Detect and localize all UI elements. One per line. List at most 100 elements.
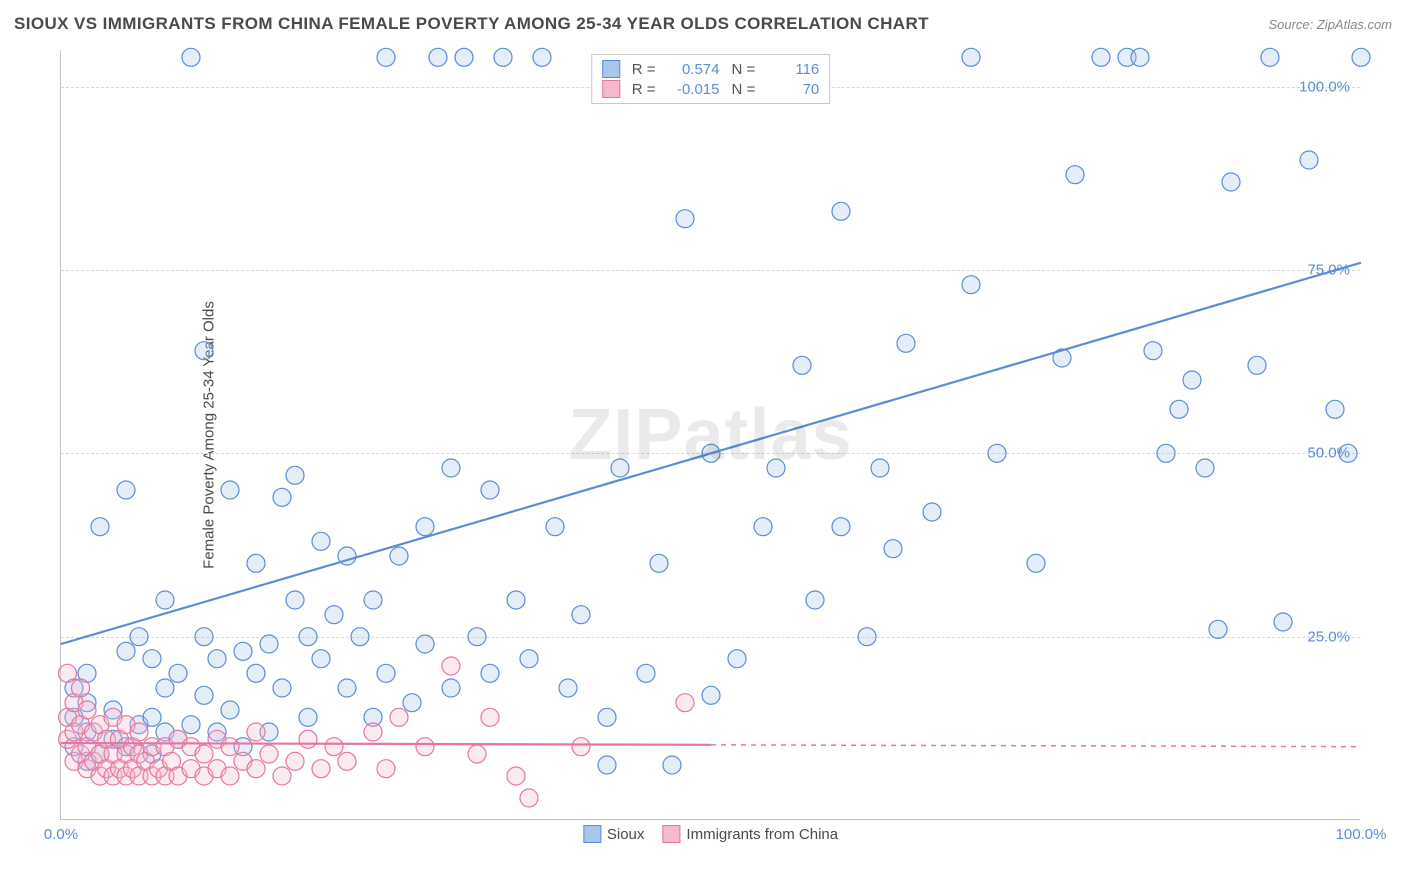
data-point (130, 628, 148, 646)
data-point (598, 756, 616, 774)
r-label: R = (632, 81, 656, 98)
data-point (195, 628, 213, 646)
data-point (117, 481, 135, 499)
data-point (91, 518, 109, 536)
data-point (897, 334, 915, 352)
r-label: R = (632, 61, 656, 78)
chart-title: SIOUX VS IMMIGRANTS FROM CHINA FEMALE PO… (14, 14, 929, 34)
data-point (1092, 48, 1110, 66)
data-point (481, 664, 499, 682)
data-point (416, 518, 434, 536)
correlation-legend: R = 0.574 N = 116 R = -0.015 N = 70 (591, 54, 831, 104)
data-point (481, 708, 499, 726)
data-point (130, 723, 148, 741)
data-point (72, 679, 90, 697)
data-point (390, 547, 408, 565)
data-point (832, 202, 850, 220)
data-point (494, 48, 512, 66)
data-point (923, 503, 941, 521)
data-point (1209, 620, 1227, 638)
data-point (299, 628, 317, 646)
data-point (442, 679, 460, 697)
data-point (1196, 459, 1214, 477)
data-point (962, 48, 980, 66)
data-point (364, 723, 382, 741)
data-point (273, 488, 291, 506)
data-point (286, 591, 304, 609)
data-point (1066, 166, 1084, 184)
data-point (195, 686, 213, 704)
data-point (962, 276, 980, 294)
data-point (1027, 554, 1045, 572)
data-point (416, 738, 434, 756)
header: SIOUX VS IMMIGRANTS FROM CHINA FEMALE PO… (14, 14, 1392, 34)
data-point (507, 767, 525, 785)
data-point (832, 518, 850, 536)
data-point (1326, 400, 1344, 418)
data-point (533, 48, 551, 66)
legend-row-china: R = -0.015 N = 70 (602, 79, 820, 99)
n-label: N = (732, 81, 756, 98)
chart-canvas (61, 50, 1360, 819)
r-value-china: -0.015 (668, 81, 720, 98)
data-point (364, 591, 382, 609)
data-point (663, 756, 681, 774)
data-point (442, 657, 460, 675)
data-point (286, 466, 304, 484)
data-point (481, 481, 499, 499)
data-point (195, 342, 213, 360)
data-point (559, 679, 577, 697)
y-tick-label: 75.0% (1307, 262, 1350, 279)
data-point (221, 701, 239, 719)
data-point (299, 730, 317, 748)
n-value-china: 70 (767, 81, 819, 98)
data-point (598, 708, 616, 726)
data-point (1183, 371, 1201, 389)
data-point (767, 459, 785, 477)
data-point (299, 708, 317, 726)
data-point (221, 767, 239, 785)
data-point (403, 694, 421, 712)
source-label: Source: ZipAtlas.com (1268, 17, 1392, 32)
data-point (455, 48, 473, 66)
legend-item-sioux: Sioux (583, 825, 645, 843)
data-point (312, 532, 330, 550)
data-point (156, 591, 174, 609)
data-point (754, 518, 772, 536)
swatch-china (662, 825, 680, 843)
data-point (650, 554, 668, 572)
data-point (1222, 173, 1240, 191)
data-point (247, 664, 265, 682)
y-tick-label: 50.0% (1307, 445, 1350, 462)
data-point (273, 679, 291, 697)
data-point (260, 635, 278, 653)
data-point (247, 760, 265, 778)
data-point (208, 650, 226, 668)
y-tick-label: 100.0% (1299, 78, 1350, 95)
data-point (1261, 48, 1279, 66)
data-point (858, 628, 876, 646)
data-point (793, 356, 811, 374)
data-point (806, 591, 824, 609)
data-point (234, 642, 252, 660)
data-point (182, 716, 200, 734)
trend-line-dashed (711, 745, 1361, 747)
data-point (572, 606, 590, 624)
series-legend: Sioux Immigrants from China (583, 825, 838, 843)
data-point (351, 628, 369, 646)
data-point (377, 48, 395, 66)
y-tick-label: 25.0% (1307, 628, 1350, 645)
data-point (390, 708, 408, 726)
data-point (637, 664, 655, 682)
data-point (507, 591, 525, 609)
data-point (260, 745, 278, 763)
plot-area: Female Poverty Among 25-34 Year Olds ZIP… (60, 50, 1360, 820)
data-point (1300, 151, 1318, 169)
data-point (221, 481, 239, 499)
data-point (611, 459, 629, 477)
data-point (169, 664, 187, 682)
data-point (884, 540, 902, 558)
data-point (520, 789, 538, 807)
data-point (78, 701, 96, 719)
data-point (1248, 356, 1266, 374)
